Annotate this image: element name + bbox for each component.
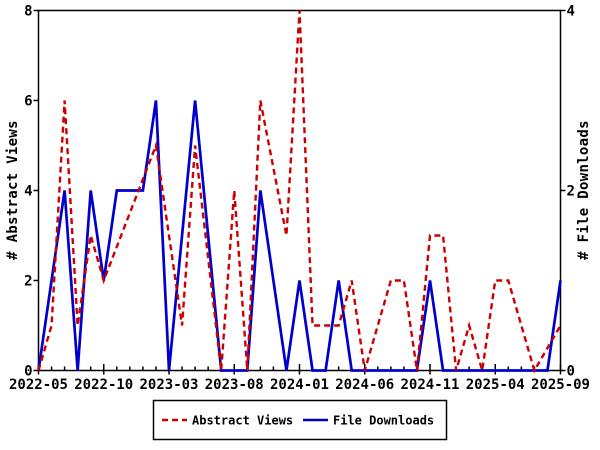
x-tick-label: 2024-06 <box>335 377 394 393</box>
x-tick-label: 2023-03 <box>139 377 198 393</box>
legend-label-abstract-views: Abstract Views <box>192 414 293 428</box>
x-tick-label: 2022-05 <box>9 377 68 393</box>
y-left-tick-label: 0 <box>24 364 32 380</box>
y-left-tick-label: 2 <box>24 274 32 290</box>
y-right-tick-label: 4 <box>567 4 575 20</box>
legend-label-file-downloads: File Downloads <box>333 414 434 428</box>
x-tick-label: 2025-04 <box>466 377 525 393</box>
legend: Abstract Views File Downloads <box>152 399 448 441</box>
right-axis-title: # File Downloads <box>576 120 592 260</box>
x-tick-label: 2024-01 <box>270 377 329 393</box>
file-downloads-line <box>37 100 562 372</box>
y-left-tick-label: 8 <box>24 4 32 20</box>
x-tick-label: 2025-09 <box>531 377 590 393</box>
x-tick-label: 2022-10 <box>74 377 133 393</box>
x-tick-label: 2023-08 <box>205 377 264 393</box>
y-right-tick-label: 0 <box>567 364 575 380</box>
legend-box <box>152 399 448 441</box>
y-left-tick-label: 4 <box>24 184 32 200</box>
y-right-tick-label: 2 <box>567 184 575 200</box>
abstract-views-line <box>37 10 562 374</box>
left-axis-title: # Abstract Views <box>5 120 21 260</box>
x-tick-label: 2024-11 <box>400 377 459 393</box>
y-left-tick-label: 6 <box>24 94 32 110</box>
